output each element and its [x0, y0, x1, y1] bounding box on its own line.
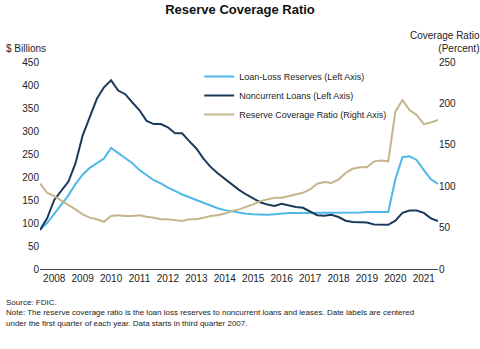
svg-text:300: 300 [22, 126, 39, 137]
svg-text:Coverage Ratio(Percent): Coverage Ratio(Percent) [410, 30, 480, 54]
svg-text:2010: 2010 [100, 273, 123, 284]
svg-text:400: 400 [22, 80, 39, 91]
svg-text:Source: FDIC.Note: The reserve: Source: FDIC.Note: The reserve coverage … [6, 298, 414, 328]
svg-text:350: 350 [22, 103, 39, 114]
svg-text:Reserve Coverage Ratio: Reserve Coverage Ratio [165, 2, 315, 17]
svg-text:2021: 2021 [413, 273, 436, 284]
svg-text:200: 200 [439, 98, 456, 109]
svg-text:2012: 2012 [157, 273, 180, 284]
svg-text:2009: 2009 [72, 273, 95, 284]
svg-text:2013: 2013 [185, 273, 208, 284]
svg-text:250: 250 [22, 149, 39, 160]
svg-text:150: 150 [22, 195, 39, 206]
svg-text:100: 100 [439, 181, 456, 192]
svg-text:0: 0 [439, 264, 445, 275]
svg-text:Loan-Loss Reserves (Left Axis): Loan-Loss Reserves (Left Axis) [239, 72, 364, 82]
svg-text:150: 150 [439, 139, 456, 150]
svg-text:2008: 2008 [43, 273, 66, 284]
svg-text:50: 50 [28, 241, 40, 252]
svg-text:0: 0 [33, 264, 39, 275]
svg-text:100: 100 [22, 218, 39, 229]
svg-text:2019: 2019 [356, 273, 379, 284]
svg-text:2016: 2016 [271, 273, 294, 284]
svg-text:2011: 2011 [129, 273, 151, 284]
svg-text:2020: 2020 [384, 273, 407, 284]
svg-text:Noncurrent Loans (Left Axis): Noncurrent Loans (Left Axis) [239, 91, 353, 101]
svg-text:2017: 2017 [299, 273, 322, 284]
svg-text:Reserve Coverage Ratio (Right: Reserve Coverage Ratio (Right Axis) [239, 110, 386, 120]
svg-text:$ Billions: $ Billions [6, 43, 46, 54]
svg-text:50: 50 [439, 222, 451, 233]
svg-text:2018: 2018 [327, 273, 350, 284]
svg-text:2014: 2014 [214, 273, 237, 284]
svg-text:250: 250 [439, 57, 456, 68]
svg-text:450: 450 [22, 57, 39, 68]
svg-text:2015: 2015 [242, 273, 265, 284]
svg-text:200: 200 [22, 172, 39, 183]
